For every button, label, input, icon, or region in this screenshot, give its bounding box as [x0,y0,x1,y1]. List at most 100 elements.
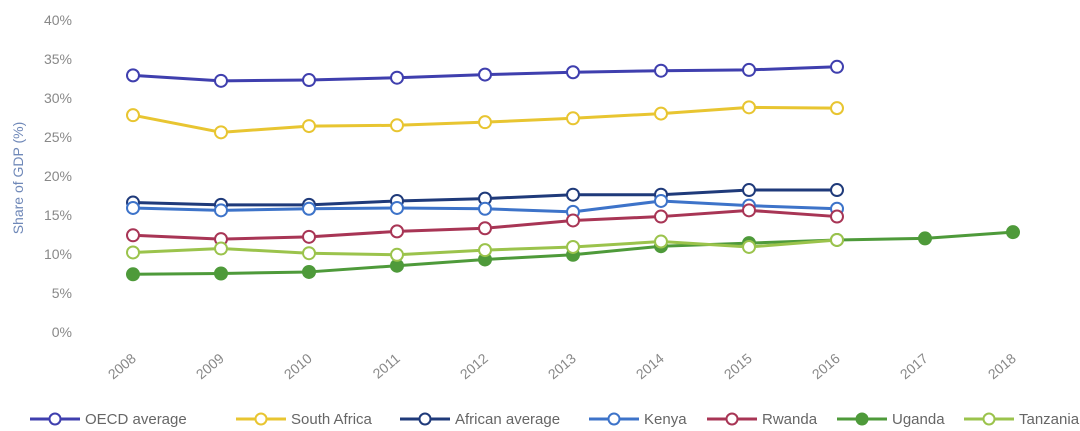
legend-marker [855,412,869,426]
data-point [390,70,404,85]
data-point [302,119,316,134]
data-point [566,65,580,80]
data-point [214,125,228,140]
data-point [742,100,756,115]
x-tick-label: 2015 [721,350,755,382]
series-rwanda [126,203,844,247]
legend: OECD average South Africa African average K… [30,411,1080,428]
x-tick-label: 2017 [897,350,931,382]
data-point [742,203,756,218]
legend-item: Tanzania [964,411,1080,428]
data-point [126,267,140,282]
legend-item: African average [400,411,560,428]
data-point [214,73,228,88]
x-tick-label: 2012 [457,350,491,382]
data-point [390,247,404,262]
legend-marker [982,412,996,426]
data-point [830,209,844,224]
data-point [478,115,492,130]
data-point [830,183,844,198]
legend-label: Uganda [892,411,945,428]
data-point [478,67,492,82]
data-point [126,228,140,243]
legend-marker [418,412,432,426]
legend-marker [607,412,621,426]
y-tick-label: 20% [44,168,72,184]
data-point [830,101,844,116]
data-point [478,221,492,236]
data-point [654,209,668,224]
data-point [566,187,580,202]
legend-label: South Africa [291,411,373,428]
data-point [742,183,756,198]
data-point [478,243,492,258]
legend-marker [48,412,62,426]
y-tick-label: 35% [44,51,72,67]
x-tick-label: 2013 [545,350,579,382]
legend-label: African average [455,411,560,428]
data-point [742,239,756,254]
data-point [1006,225,1020,240]
data-point [302,229,316,244]
legend-label: Kenya [644,411,687,428]
legend-label: OECD average [85,411,187,428]
data-point [830,232,844,247]
y-tick-label: 15% [44,207,72,223]
y-tick-label: 10% [44,246,72,262]
series-oecd-average [126,59,844,88]
data-point [654,106,668,121]
data-point [214,241,228,256]
x-tick-label: 2016 [809,350,843,382]
data-point [478,201,492,216]
data-point [830,59,844,74]
data-point [126,245,140,260]
data-point [390,224,404,239]
legend-item: South Africa [236,411,373,428]
legend-item: Uganda [837,411,945,428]
series-south-africa [126,100,844,140]
y-tick-label: 25% [44,129,72,145]
legend-item: Rwanda [707,411,818,428]
y-tick-label: 0% [52,324,72,340]
data-point [214,266,228,281]
data-point [654,63,668,78]
legend-label: Tanzania [1019,411,1080,428]
x-tick-label: 2009 [193,350,227,382]
data-point [302,73,316,88]
y-tick-label: 30% [44,90,72,106]
x-tick-label: 2011 [370,350,404,382]
data-point [918,231,932,246]
data-point [654,234,668,249]
data-point [390,200,404,215]
data-point [302,201,316,216]
x-tick-label: 2014 [633,350,667,382]
data-point [302,264,316,279]
data-point [566,213,580,228]
data-point [126,108,140,123]
legend-marker [725,412,739,426]
x-axis: 2008 2009 2010 2011 2012 2013 2014 2015 2016 2017… [105,350,1019,382]
data-point [654,193,668,208]
x-tick-label: 2018 [985,350,1019,382]
legend-marker [254,412,268,426]
data-point [126,200,140,215]
series-tanzania [126,232,844,262]
data-point [742,62,756,77]
legend-item: Kenya [589,411,687,428]
x-tick-label: 2008 [105,350,139,382]
data-point [126,68,140,83]
legend-item: OECD average [30,411,187,428]
y-tick-label: 5% [52,285,72,301]
series-kenya [126,193,844,219]
x-tick-label: 2010 [281,350,315,382]
y-axis: 0% 5% 10% 15% 20% 25% 30% 35% 40% [44,12,72,340]
legend-label: Rwanda [762,411,818,428]
y-tick-label: 40% [44,12,72,28]
data-point [302,246,316,261]
y-axis-label: Share of GDP (%) [10,122,26,235]
series-layer [126,59,1020,282]
data-point [390,118,404,133]
data-point [214,203,228,218]
data-point [566,111,580,126]
